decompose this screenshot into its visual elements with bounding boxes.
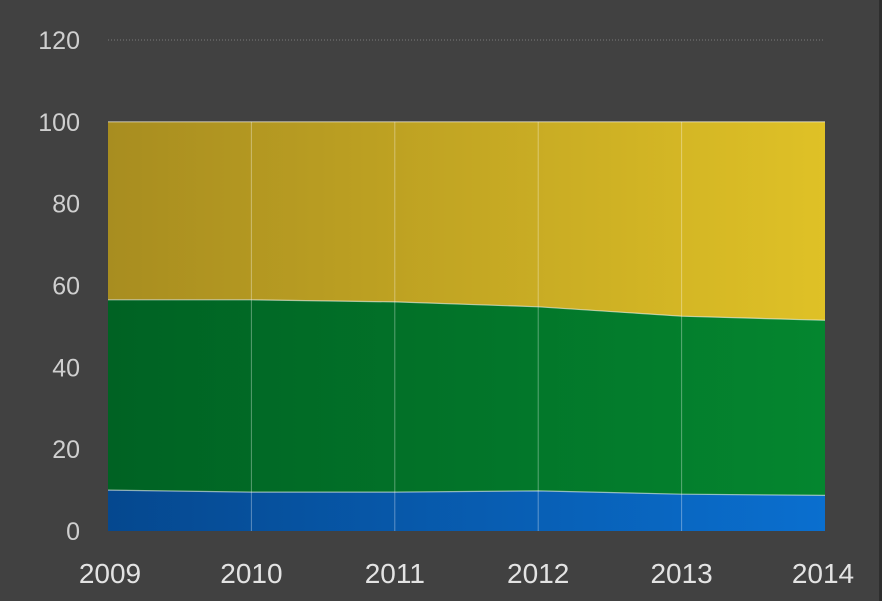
y-tick-label: 120 bbox=[38, 27, 80, 55]
y-tick-label: 100 bbox=[38, 109, 80, 137]
y-tick-label: 40 bbox=[52, 354, 80, 382]
x-tick-label: 2011 bbox=[365, 558, 425, 589]
x-tick-label: 2014 bbox=[792, 558, 854, 589]
x-tick-label: 2009 bbox=[79, 558, 141, 589]
x-tick-label: 2013 bbox=[650, 558, 712, 589]
area-series-2 bbox=[108, 299, 825, 496]
x-tick-label: 2012 bbox=[507, 558, 569, 589]
y-tick-label: 80 bbox=[52, 191, 80, 219]
area-series-1 bbox=[108, 490, 825, 531]
series-boundary-line-1 bbox=[107, 489, 826, 496]
y-tick-label: 20 bbox=[52, 436, 80, 464]
series-boundary-line-2 bbox=[108, 299, 826, 321]
y-tick-label: 0 bbox=[66, 518, 80, 546]
area-series-3 bbox=[108, 121, 825, 321]
x-tick-label: 2010 bbox=[220, 558, 282, 589]
y-tick-label: 60 bbox=[52, 273, 80, 301]
